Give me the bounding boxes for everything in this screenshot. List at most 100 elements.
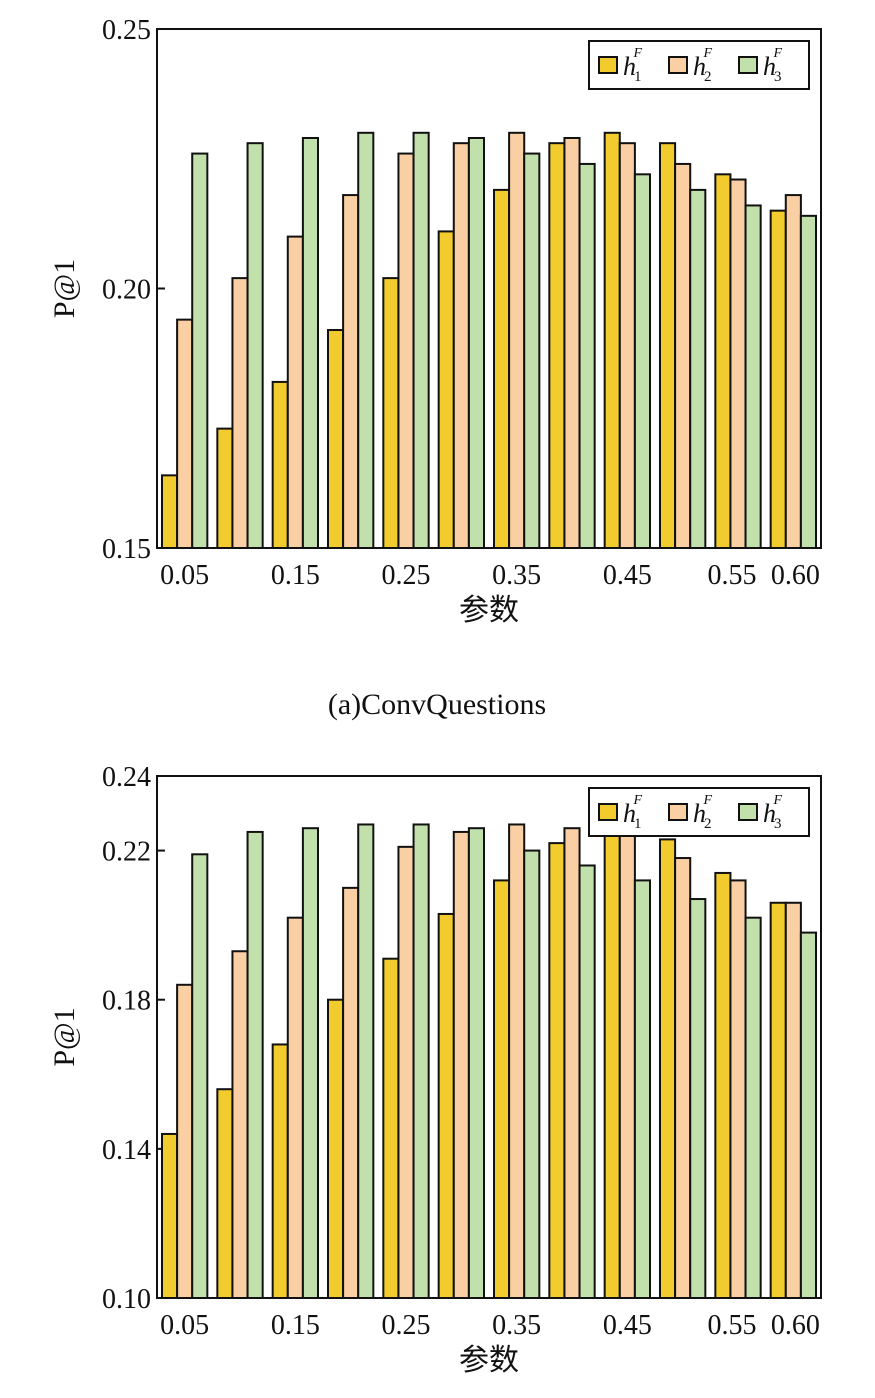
bar-h3F-0.35 [523, 849, 541, 1299]
legend-label-h3F: h3F [763, 793, 783, 832]
bar-h1F-0.50 [659, 142, 677, 549]
bar-h1F-0.55 [714, 173, 732, 549]
legend-label-h2F: h2F [693, 793, 713, 832]
y-tick-label: 0.20 [102, 275, 151, 306]
bar-h3F-0.25 [412, 823, 430, 1299]
chart-b: 0.10 0.14 0.18 0.22 0.24 0.05 0.15 0.25 0.35 0.45… [48, 762, 822, 1377]
bar-h1F-0.15 [271, 380, 289, 550]
legend-label-h2F: h2F [693, 46, 713, 85]
bar-h3F-0.55 [744, 204, 762, 550]
bar-h2F-0.40 [563, 136, 581, 550]
y-axis-label: P@1 [48, 259, 81, 318]
x-axis-label: 参数 [459, 1344, 519, 1377]
x-tick-label: 0.35 [492, 560, 541, 591]
bar-h1F-0.15 [271, 1043, 289, 1300]
bar-h2F-0.20 [342, 886, 360, 1299]
bar-h1F-0.30 [437, 230, 455, 549]
x-tick-label: 0.55 [708, 1310, 757, 1341]
bar-h2F-0.35 [508, 131, 526, 550]
bar-h3F-0.40 [578, 864, 596, 1299]
legend [588, 787, 810, 837]
x-tick-label: 0.60 [771, 1310, 820, 1341]
x-axis-label: 参数 [459, 594, 519, 627]
chart-a-convquestions: 0.15 0.20 0.25 0.05 0.15 0.25 0.35 0.45 0.55 0.60… [48, 15, 822, 627]
bar-h3F-0.55 [744, 916, 762, 1300]
x-tick-label: 0.25 [382, 1310, 431, 1341]
x-tick-label: 0.55 [708, 560, 757, 591]
bar-h3F-0.30 [467, 136, 485, 550]
x-tick-label: 0.15 [271, 560, 320, 591]
x-tick-label: 0.45 [603, 560, 652, 591]
legend-swatch-h2F [668, 803, 688, 821]
bar-h2F-0.25 [397, 152, 415, 549]
legend-label-h1F: h1F [623, 46, 643, 85]
bar-h3F-0.05 [191, 152, 209, 549]
bar-h2F-0.60 [784, 901, 802, 1299]
bar-h1F-0.05 [161, 1132, 179, 1300]
bar-h3F-0.50 [689, 898, 707, 1300]
bar-h1F-0.10 [216, 1088, 234, 1300]
bar-h2F-0.10 [231, 277, 249, 549]
legend-label-h1F: h1F [623, 793, 643, 832]
bar-h3F-0.60 [799, 214, 818, 549]
x-tick-label: 0.05 [160, 1310, 209, 1341]
bar-h3F-0.10 [246, 142, 264, 549]
y-tick-label: 0.18 [102, 986, 151, 1017]
legend-swatch-h1F [598, 803, 618, 821]
x-tick-label: 0.25 [382, 560, 431, 591]
bar-h1F-0.25 [382, 957, 400, 1299]
bar-h1F-0.35 [493, 879, 511, 1299]
bar-h2F-0.50 [674, 162, 692, 549]
bar-h2F-0.05 [176, 318, 194, 550]
caption-a-text: (a)ConvQuestions [328, 688, 546, 721]
y-tick-label: 0.24 [102, 762, 151, 793]
plot-frame [156, 775, 822, 1299]
bar-h1F-0.60 [769, 209, 787, 549]
bar-h1F-0.45 [603, 823, 621, 1299]
x-tick-label: 0.05 [160, 560, 209, 591]
bar-h1F-0.60 [769, 901, 787, 1299]
bar-h2F-0.45 [618, 830, 636, 1300]
legend-label-h3F: h3F [763, 46, 783, 85]
bar-h2F-0.15 [286, 235, 304, 549]
bar-h1F-0.25 [382, 277, 400, 549]
bar-h1F-0.20 [327, 998, 345, 1299]
bar-h3F-0.10 [246, 830, 264, 1300]
bar-h2F-0.25 [397, 845, 415, 1299]
bar-h3F-0.50 [689, 188, 707, 549]
bar-h3F-0.40 [578, 162, 596, 549]
bar-h2F-0.05 [176, 983, 194, 1300]
bar-h1F-0.35 [493, 188, 511, 549]
bar-h1F-0.30 [437, 912, 455, 1299]
bar-h3F-0.45 [633, 879, 652, 1299]
bar-h3F-0.60 [799, 931, 818, 1299]
bar-h2F-0.30 [452, 142, 470, 549]
bar-h1F-0.45 [603, 131, 621, 550]
bar-h3F-0.15 [301, 136, 319, 550]
bar-h2F-0.35 [508, 823, 526, 1299]
y-tick-label: 0.10 [102, 1284, 151, 1315]
legend-swatch-h2F [668, 56, 688, 74]
bar-h1F-0.40 [548, 142, 566, 549]
bar-h2F-0.20 [342, 194, 360, 550]
bar-h3F-0.20 [357, 823, 375, 1299]
y-tick-label: 0.25 [102, 15, 151, 46]
bar-h2F-0.50 [674, 857, 692, 1300]
bar-h3F-0.45 [633, 173, 652, 549]
bar-h2F-0.40 [563, 827, 581, 1299]
bar-h2F-0.60 [784, 194, 802, 550]
x-tick-label: 0.35 [492, 1310, 541, 1341]
legend [588, 40, 810, 90]
caption-a: (a)ConvQuestions [0, 680, 875, 730]
y-tick-label: 0.14 [102, 1135, 151, 1166]
legend-swatch-h1F [598, 56, 618, 74]
bar-h1F-0.55 [714, 871, 732, 1299]
bar-h1F-0.20 [327, 329, 345, 549]
bar-h2F-0.55 [729, 879, 747, 1299]
x-tick-label: 0.60 [771, 560, 820, 591]
bar-h3F-0.30 [467, 827, 485, 1299]
bar-h1F-0.50 [659, 838, 677, 1299]
bar-h1F-0.05 [161, 474, 179, 549]
bar-h3F-0.25 [412, 131, 430, 550]
legend-swatch-h3F [738, 803, 758, 821]
